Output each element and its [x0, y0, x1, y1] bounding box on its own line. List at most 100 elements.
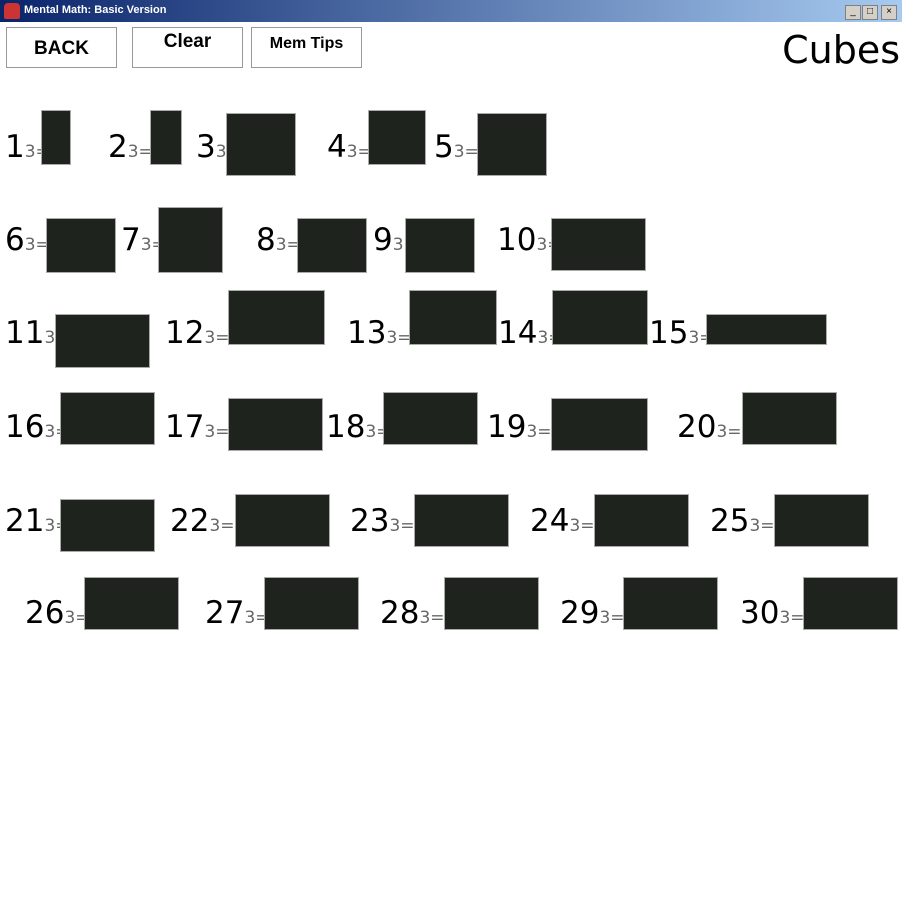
problem-number: 15: [649, 315, 689, 351]
answer-input-13[interactable]: [409, 290, 497, 345]
problem-number: 21: [5, 503, 45, 539]
problem-label: 173=: [165, 412, 230, 443]
exponent-label: 3=: [127, 142, 153, 162]
problem-label: 233=: [350, 506, 415, 537]
problem-number: 14: [498, 315, 538, 351]
problem-number: 26: [25, 595, 65, 631]
minimize-button[interactable]: _: [845, 5, 861, 20]
problem-number: 23: [350, 503, 390, 539]
answer-input-25[interactable]: [774, 494, 869, 547]
answer-input-6[interactable]: [46, 218, 116, 273]
answer-input-11[interactable]: [55, 314, 150, 368]
answer-input-17[interactable]: [228, 398, 323, 451]
problem-label: 303=: [740, 598, 805, 629]
exponent-label: 3=: [275, 235, 301, 255]
answer-input-9[interactable]: [405, 218, 475, 273]
problem-number: 27: [205, 595, 245, 631]
answer-input-30[interactable]: [803, 577, 898, 630]
answer-input-15[interactable]: [706, 314, 827, 345]
answer-input-5[interactable]: [477, 113, 547, 176]
problem-label: 223=: [170, 506, 235, 537]
exponent-label: 3=: [346, 142, 372, 162]
problem-label: 203=: [677, 412, 742, 443]
problem-number: 5: [434, 129, 454, 165]
problem-label: 253=: [710, 506, 775, 537]
answer-input-10[interactable]: [551, 218, 646, 271]
problem-label: 273=: [205, 598, 270, 629]
problem-label: 23=: [108, 132, 153, 163]
problem-number: 16: [5, 409, 45, 445]
problem-number: 19: [487, 409, 527, 445]
problem-number: 13: [347, 315, 387, 351]
problem-label: 193=: [487, 412, 552, 443]
problem-label: 133=: [347, 318, 412, 349]
problem-number: 3: [196, 129, 216, 165]
exponent-label: 3=: [24, 235, 50, 255]
answer-input-28[interactable]: [444, 577, 539, 630]
window-title: Mental Math: Basic Version: [24, 4, 167, 16]
exponent-label: 3=: [204, 422, 230, 442]
answer-input-16[interactable]: [60, 392, 155, 445]
exponent-label: 3=: [779, 608, 805, 628]
answer-input-3[interactable]: [226, 113, 296, 176]
problem-label: 213=: [5, 506, 70, 537]
exponent-label: 3=: [64, 608, 90, 628]
answer-input-26[interactable]: [84, 577, 179, 630]
problem-number: 12: [165, 315, 205, 351]
problem-number: 22: [170, 503, 210, 539]
problem-number: 4: [327, 129, 347, 165]
problem-number: 30: [740, 595, 780, 631]
problem-label: 53=: [434, 132, 479, 163]
problem-number: 9: [373, 222, 393, 258]
problem-label: 263=: [25, 598, 90, 629]
exponent-label: 3=: [716, 422, 742, 442]
exponent-label: 3=: [386, 328, 412, 348]
answer-input-24[interactable]: [594, 494, 689, 547]
problem-label: 243=: [530, 506, 595, 537]
answer-input-2[interactable]: [150, 110, 182, 165]
problem-number: 28: [380, 595, 420, 631]
page-title: Cubes: [782, 28, 900, 72]
answer-input-23[interactable]: [414, 494, 509, 547]
app-icon: [4, 3, 20, 19]
mem-tips-button[interactable]: Mem Tips: [251, 27, 362, 68]
answer-input-22[interactable]: [235, 494, 330, 547]
answer-input-19[interactable]: [551, 398, 648, 451]
exponent-label: 3=: [526, 422, 552, 442]
problem-number: 6: [5, 222, 25, 258]
answer-input-21[interactable]: [60, 499, 155, 552]
answer-input-1[interactable]: [41, 110, 71, 165]
answer-input-8[interactable]: [297, 218, 367, 273]
problem-label: 103=: [497, 225, 562, 256]
exponent-label: 3=: [453, 142, 479, 162]
problem-label: 83=: [256, 225, 301, 256]
problem-number: 11: [5, 315, 45, 351]
answer-input-4[interactable]: [368, 110, 426, 165]
close-button[interactable]: ×: [881, 5, 897, 20]
maximize-button[interactable]: □: [862, 5, 878, 20]
exponent-label: 3=: [244, 608, 270, 628]
problem-number: 24: [530, 503, 570, 539]
problem-number: 17: [165, 409, 205, 445]
problem-number: 25: [710, 503, 750, 539]
answer-input-12[interactable]: [228, 290, 325, 345]
problem-number: 10: [497, 222, 537, 258]
problem-number: 2: [108, 129, 128, 165]
answer-input-29[interactable]: [623, 577, 718, 630]
problem-number: 8: [256, 222, 276, 258]
problem-number: 1: [5, 129, 25, 165]
exponent-label: 3=: [569, 516, 595, 536]
problem-label: 153=: [649, 318, 714, 349]
answer-input-18[interactable]: [383, 392, 478, 445]
back-button[interactable]: BACK: [6, 27, 117, 68]
exponent-label: 3=: [599, 608, 625, 628]
answer-input-14[interactable]: [552, 290, 648, 345]
problem-label: 293=: [560, 598, 625, 629]
problem-label: 123=: [165, 318, 230, 349]
clear-button[interactable]: Clear: [132, 27, 243, 68]
answer-input-7[interactable]: [158, 207, 223, 273]
answer-input-27[interactable]: [264, 577, 359, 630]
problem-label: 43=: [327, 132, 372, 163]
title-bar: Mental Math: Basic Version _ □ ×: [0, 0, 902, 22]
answer-input-20[interactable]: [742, 392, 837, 445]
